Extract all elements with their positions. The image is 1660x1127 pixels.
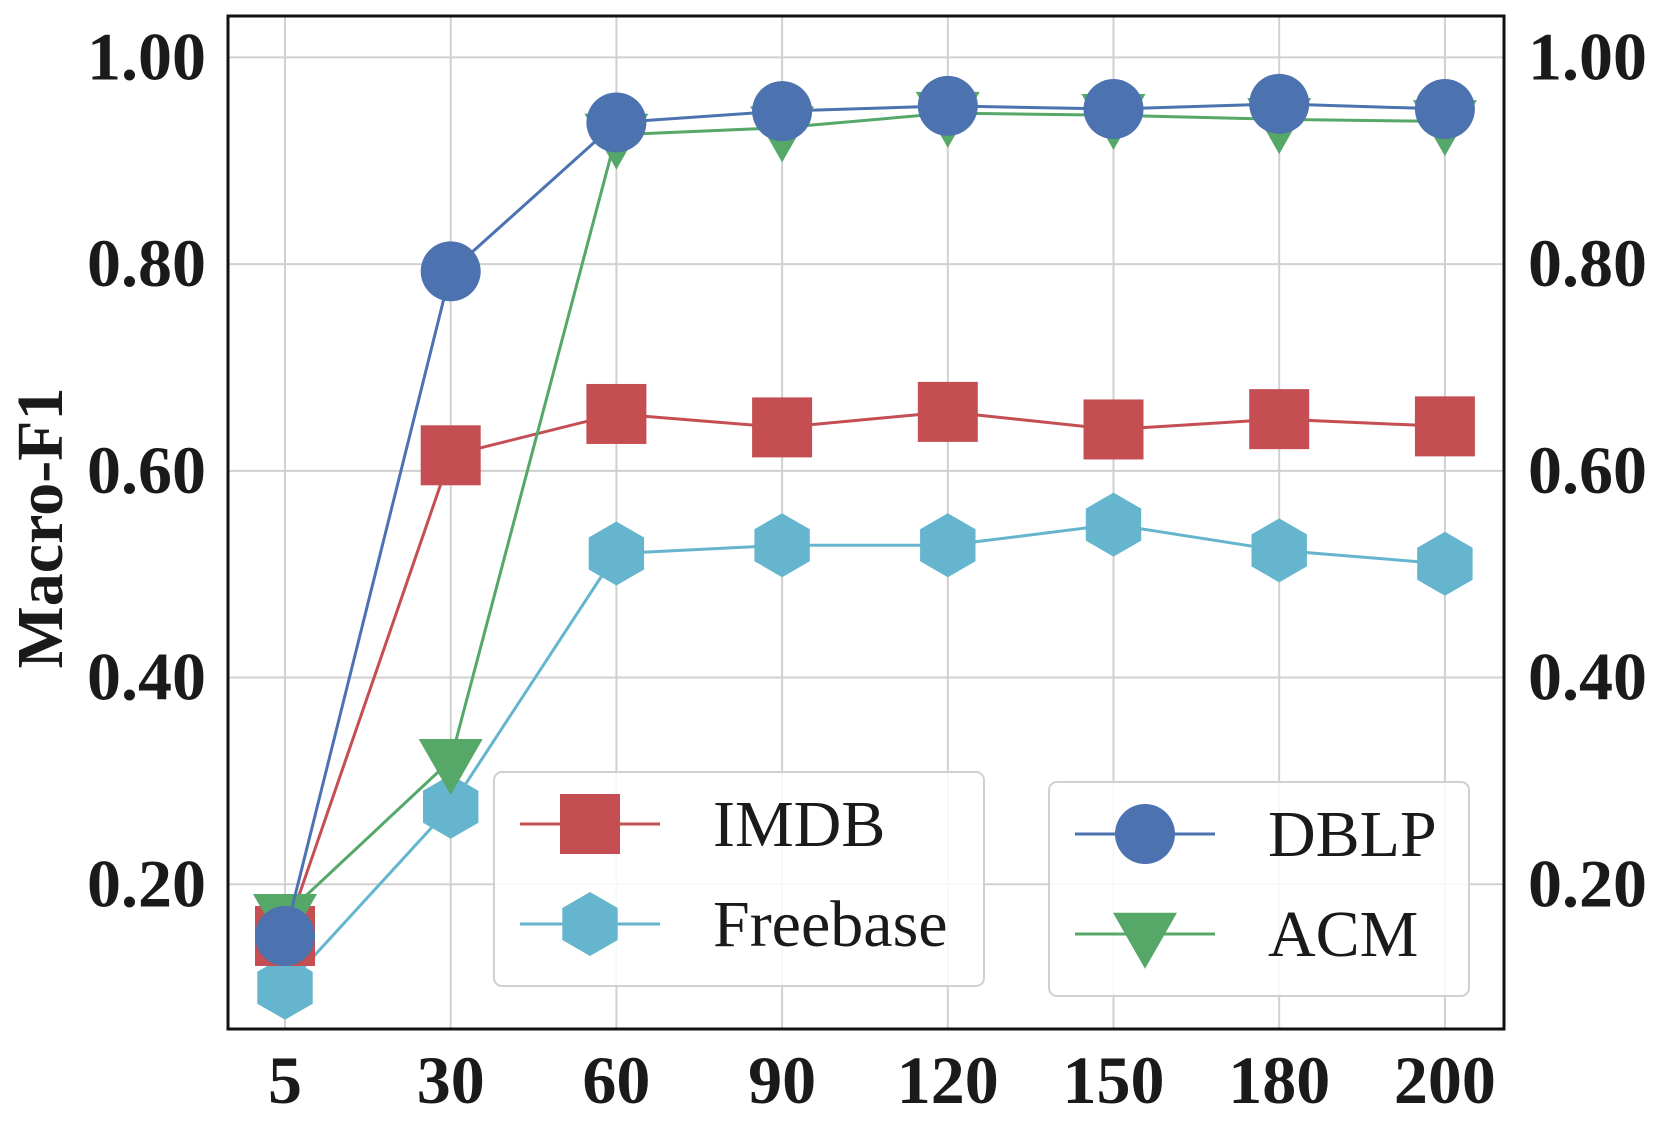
point-freebase bbox=[257, 955, 313, 1020]
point-imdb bbox=[586, 383, 647, 444]
legend-entry-freebase: Freebase bbox=[520, 888, 948, 961]
y-tick-label-right: 0.20 bbox=[1528, 845, 1647, 921]
point-dblp bbox=[1414, 79, 1475, 140]
x-tick-label: 60 bbox=[582, 1042, 650, 1118]
y-tick-label-right: 0.60 bbox=[1528, 432, 1647, 508]
x-tick-label: 150 bbox=[1063, 1042, 1165, 1118]
point-acm bbox=[418, 738, 483, 795]
point-freebase bbox=[1251, 518, 1307, 583]
y-tick-label-left: 0.20 bbox=[87, 845, 206, 921]
x-tick-label: 120 bbox=[897, 1042, 999, 1118]
point-dblp bbox=[1249, 73, 1310, 134]
legend-2: DBLP ACM bbox=[1048, 781, 1470, 997]
point-imdb bbox=[752, 397, 813, 458]
y-axis-left: 0.20 0.40 0.60 0.80 1.00 bbox=[87, 18, 206, 921]
point-dblp bbox=[255, 905, 315, 966]
series-layer bbox=[253, 73, 1477, 1020]
x-tick-label: 90 bbox=[748, 1042, 816, 1118]
series-freebase bbox=[257, 492, 1473, 1020]
point-freebase bbox=[1085, 492, 1142, 557]
y-tick-label-right: 0.80 bbox=[1528, 225, 1647, 301]
point-imdb bbox=[1249, 389, 1310, 450]
legend-1: IMDB Freebase bbox=[493, 771, 985, 987]
legend-entry-acm: ACM bbox=[1075, 898, 1418, 971]
legend-label: Freebase bbox=[713, 888, 948, 961]
legend-label: IMDB bbox=[713, 788, 885, 861]
x-tick-label: 5 bbox=[268, 1042, 302, 1118]
point-imdb bbox=[917, 381, 978, 442]
point-dblp bbox=[752, 81, 813, 142]
legend-marker bbox=[1115, 804, 1175, 864]
legend-marker bbox=[562, 892, 618, 956]
series-line-acm bbox=[283, 111, 1445, 917]
plot-frame bbox=[226, 14, 1506, 1031]
x-tick-label: 200 bbox=[1394, 1042, 1496, 1118]
point-imdb bbox=[1414, 396, 1475, 457]
x-axis: 5 30 60 90 120 150 180 200 bbox=[268, 1042, 1496, 1118]
y-tick-label-right: 0.40 bbox=[1528, 639, 1647, 715]
legend-label: DBLP bbox=[1268, 798, 1437, 871]
point-dblp bbox=[586, 92, 647, 153]
legend-entry-dblp: DBLP bbox=[1075, 798, 1437, 871]
legend-entry-imdb: IMDB bbox=[520, 788, 885, 861]
legend-layer: IMDB Freebase DBLP ACM bbox=[493, 771, 1470, 997]
point-imdb bbox=[1083, 399, 1144, 460]
point-dblp bbox=[917, 75, 978, 136]
point-freebase bbox=[423, 774, 479, 839]
y-axis-label: Macro-F1 bbox=[4, 388, 77, 669]
y-tick-label-left: 1.00 bbox=[87, 18, 206, 94]
point-freebase bbox=[920, 513, 976, 578]
x-tick-label: 30 bbox=[417, 1042, 485, 1118]
legend-label: ACM bbox=[1268, 898, 1418, 971]
point-freebase bbox=[754, 513, 810, 578]
point-dblp bbox=[420, 241, 481, 302]
point-freebase bbox=[1417, 531, 1473, 596]
legend-marker bbox=[560, 794, 620, 854]
y-tick-label-left: 0.40 bbox=[87, 639, 206, 715]
legend-marker bbox=[1113, 912, 1177, 969]
y-tick-label-left: 0.80 bbox=[87, 225, 206, 301]
y-axis-right: 0.20 0.40 0.60 0.80 1.00 bbox=[1528, 18, 1647, 921]
x-tick-label: 180 bbox=[1228, 1042, 1330, 1118]
y-tick-label-left: 0.60 bbox=[87, 432, 206, 508]
series-dblp bbox=[255, 73, 1475, 966]
point-imdb bbox=[420, 425, 481, 486]
point-freebase bbox=[588, 521, 645, 586]
point-dblp bbox=[1083, 79, 1144, 140]
y-tick-label-right: 1.00 bbox=[1528, 18, 1647, 94]
